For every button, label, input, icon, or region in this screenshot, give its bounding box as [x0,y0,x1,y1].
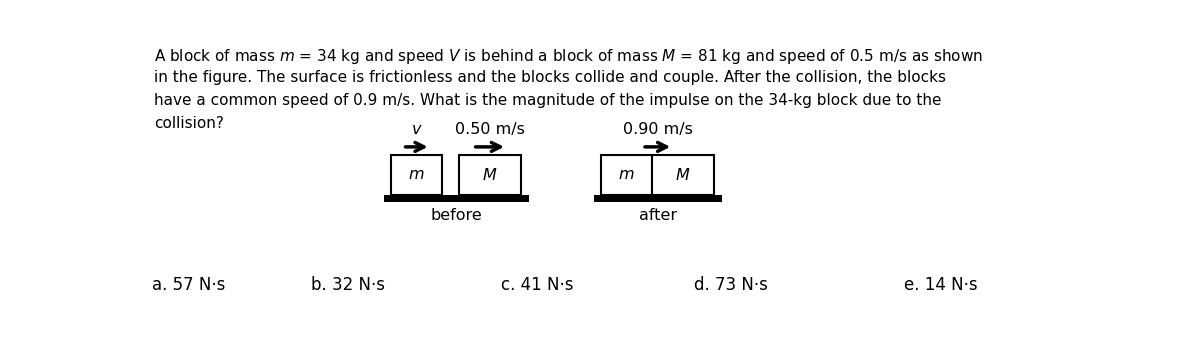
Bar [594,195,721,201]
Text: 0.90 m/s: 0.90 m/s [623,122,692,137]
Bar [601,155,652,195]
Text: in the figure. The surface is frictionless and the blocks collide and couple. Af: in the figure. The surface is frictionle… [154,70,946,85]
Text: before: before [431,208,482,223]
Text: d. 73 N·s: d. 73 N·s [695,276,768,295]
Text: after: after [638,208,677,223]
Text: $v$: $v$ [410,122,422,137]
Text: $m$: $m$ [408,167,425,182]
Text: collision?: collision? [154,116,223,131]
Text: 0.50 m/s: 0.50 m/s [455,122,524,137]
Text: have a common speed of 0.9 m/s. What is the magnitude of the impulse on the 34-k: have a common speed of 0.9 m/s. What is … [154,93,941,108]
Text: A block of mass $m$ = 34 kg and speed $V$ is behind a block of mass $M$ = 81 kg : A block of mass $m$ = 34 kg and speed $V… [154,47,983,66]
Text: c. 41 N·s: c. 41 N·s [502,276,574,295]
Bar [652,155,714,195]
Text: $m$: $m$ [618,167,635,182]
Text: $M$: $M$ [676,167,690,183]
Bar [384,195,528,201]
Text: $M$: $M$ [482,167,498,183]
Bar [458,155,521,195]
Bar [391,155,442,195]
Text: a. 57 N·s: a. 57 N·s [152,276,226,295]
Text: b. 32 N·s: b. 32 N·s [311,276,385,295]
Text: e. 14 N·s: e. 14 N·s [904,276,977,295]
